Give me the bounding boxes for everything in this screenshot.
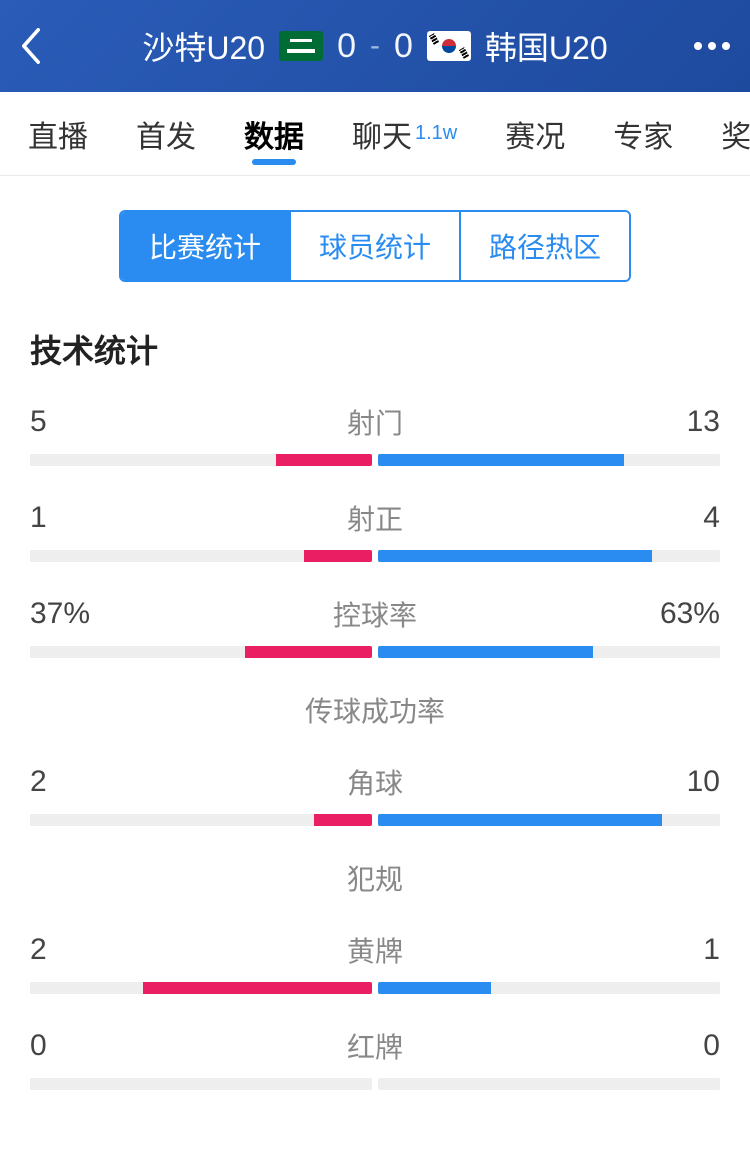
- stat-row: 2 黄牌 1: [30, 930, 720, 994]
- away-team-name: 韩国U20: [485, 23, 608, 69]
- stat-right-value: 10: [660, 765, 720, 799]
- bar-right-track: [378, 646, 720, 658]
- home-score: 0: [337, 27, 356, 66]
- back-button[interactable]: [20, 28, 60, 64]
- tab-0[interactable]: 直播: [4, 92, 112, 175]
- bar-right-track: [378, 1078, 720, 1090]
- bar-left-track: [30, 1078, 372, 1090]
- tab-1[interactable]: 首发: [112, 92, 220, 175]
- stat-name: 犯规: [347, 858, 403, 898]
- stat-labels: 5 射门 13: [30, 402, 720, 442]
- stat-bar: [30, 982, 720, 994]
- stat-left-value: 2: [30, 933, 90, 967]
- stat-row: 37% 控球率 63%: [30, 594, 720, 658]
- bar-right-track: [378, 982, 720, 994]
- stat-left-value: 2: [30, 765, 90, 799]
- stat-right-value: 4: [660, 501, 720, 535]
- stat-labels: 犯规: [30, 858, 720, 898]
- stat-labels: 2 角球 10: [30, 762, 720, 802]
- away-score: 0: [394, 27, 413, 66]
- segment-control: 比赛统计球员统计路径热区: [119, 210, 631, 282]
- stat-left-value: 0: [30, 1029, 90, 1063]
- bar-left-track: [30, 814, 372, 826]
- bar-left-fill: [245, 646, 372, 658]
- stat-name: 射正: [347, 498, 403, 538]
- stats-list: 5射门131射正437%控球率63%传球成功率2角球10犯规2黄牌10红牌0: [0, 402, 750, 1090]
- bar-right-track: [378, 454, 720, 466]
- tab-2[interactable]: 数据: [220, 92, 328, 175]
- away-flag-icon: [427, 31, 471, 61]
- tab-5[interactable]: 专家: [589, 92, 697, 175]
- stat-bar: [30, 1078, 720, 1090]
- stat-name: 角球: [347, 762, 403, 802]
- bar-left-track: [30, 646, 372, 658]
- dot-icon: [708, 42, 716, 50]
- stat-row: 5 射门 13: [30, 402, 720, 466]
- bar-left-fill: [304, 550, 372, 562]
- segment-2[interactable]: 路径热区: [461, 212, 629, 280]
- score-dash: -: [370, 29, 380, 63]
- stat-labels: 1 射正 4: [30, 498, 720, 538]
- segment-1[interactable]: 球员统计: [291, 212, 461, 280]
- bar-left-track: [30, 454, 372, 466]
- home-flag-icon: [279, 31, 323, 61]
- stat-bar: [30, 814, 720, 826]
- stat-labels: 2 黄牌 1: [30, 930, 720, 970]
- stat-bar: [30, 550, 720, 562]
- score-area: 沙特U20 0 - 0 韩国U20: [142, 23, 607, 69]
- bar-right-track: [378, 814, 720, 826]
- bar-right-fill: [378, 982, 491, 994]
- tab-badge: 1.1w: [415, 122, 457, 145]
- stat-name: 黄牌: [347, 930, 403, 970]
- dot-icon: [722, 42, 730, 50]
- stat-name: 红牌: [347, 1026, 403, 1066]
- stat-left-value: 5: [30, 405, 90, 439]
- bar-right-fill: [378, 814, 662, 826]
- bar-right-fill: [378, 550, 652, 562]
- bar-right-fill: [378, 646, 593, 658]
- dot-icon: [694, 42, 702, 50]
- stat-bar: [30, 454, 720, 466]
- stat-labels: 传球成功率: [30, 690, 720, 730]
- stat-right-value: 0: [660, 1029, 720, 1063]
- stat-row: 2 角球 10: [30, 762, 720, 826]
- stat-row: 犯规: [30, 858, 720, 898]
- bar-right-track: [378, 550, 720, 562]
- section-title: 技术统计: [0, 318, 750, 402]
- stat-row: 1 射正 4: [30, 498, 720, 562]
- stat-left-value: 37%: [30, 597, 90, 631]
- stat-right-value: 1: [660, 933, 720, 967]
- bar-left-fill: [314, 814, 372, 826]
- stat-name: 射门: [347, 402, 403, 442]
- tab-6[interactable]: 奖: [697, 92, 750, 175]
- match-header: 沙特U20 0 - 0 韩国U20: [0, 0, 750, 92]
- chevron-left-icon: [20, 28, 42, 64]
- tab-4[interactable]: 赛况: [481, 92, 589, 175]
- nav-tabs: 直播首发数据聊天1.1w赛况专家奖: [0, 92, 750, 176]
- bar-right-fill: [378, 454, 624, 466]
- stat-left-value: 1: [30, 501, 90, 535]
- home-team-name: 沙特U20: [142, 23, 265, 69]
- bar-left-fill: [276, 454, 372, 466]
- stat-labels: 0 红牌 0: [30, 1026, 720, 1066]
- bar-left-fill: [143, 982, 372, 994]
- bar-left-track: [30, 550, 372, 562]
- segment-0[interactable]: 比赛统计: [121, 212, 291, 280]
- stat-name: 控球率: [333, 594, 417, 634]
- segment-control-wrap: 比赛统计球员统计路径热区: [0, 176, 750, 318]
- stat-bar: [30, 646, 720, 658]
- stat-labels: 37% 控球率 63%: [30, 594, 720, 634]
- stat-right-value: 13: [660, 405, 720, 439]
- stat-name: 传球成功率: [305, 690, 445, 730]
- stat-right-value: 63%: [660, 597, 720, 631]
- tab-3[interactable]: 聊天1.1w: [328, 92, 481, 175]
- stat-row: 0 红牌 0: [30, 1026, 720, 1090]
- bar-left-track: [30, 982, 372, 994]
- stat-row: 传球成功率: [30, 690, 720, 730]
- more-button[interactable]: [690, 42, 730, 50]
